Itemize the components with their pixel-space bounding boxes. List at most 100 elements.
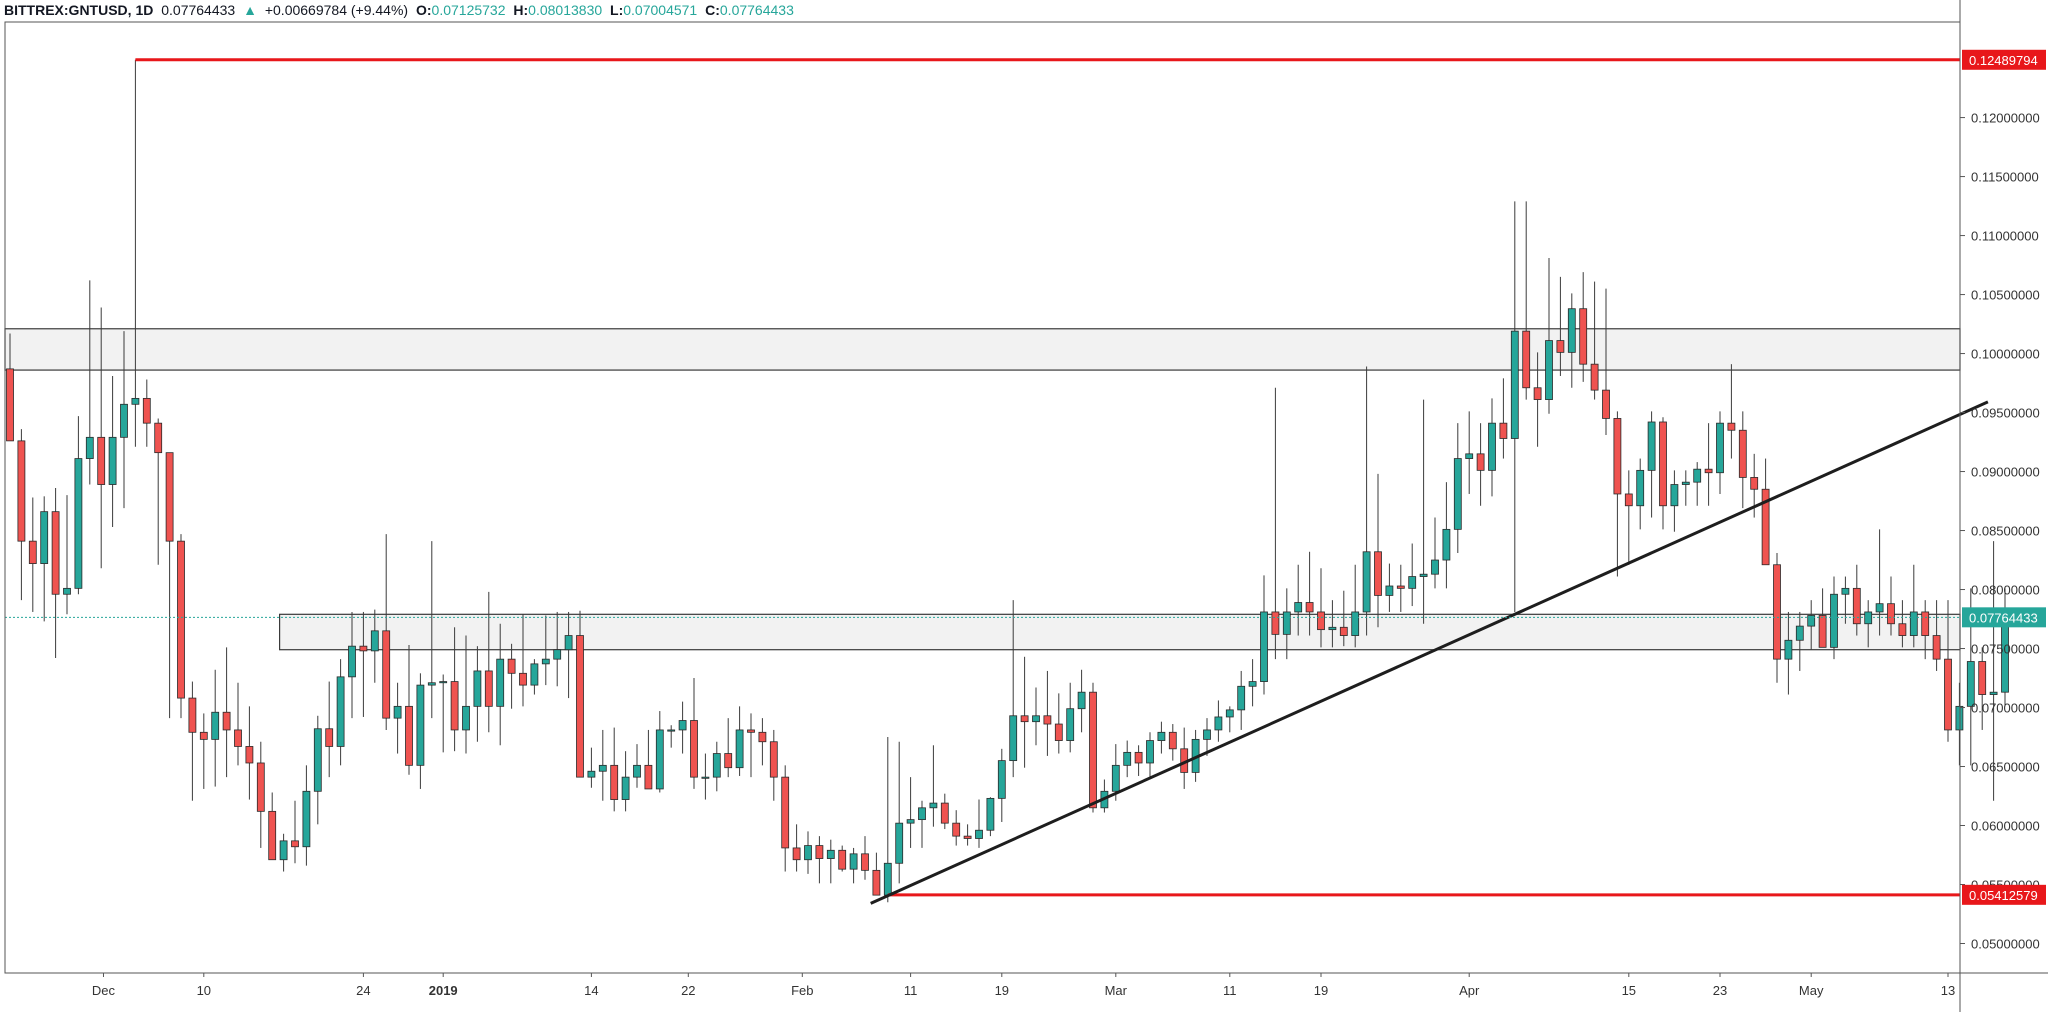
candle-body: [1830, 593, 1838, 648]
candle: [655, 711, 664, 793]
candle-body: [97, 436, 106, 485]
symbol-label: BITTREX:GNTUSD, 1D: [4, 2, 154, 18]
open-label: O:: [415, 2, 432, 18]
time-tick-label: 19: [995, 983, 1009, 998]
candle: [1510, 201, 1519, 612]
candle: [1351, 564, 1360, 648]
candle: [1670, 470, 1679, 532]
time-axis[interactable]: Dec 10 24 2019 14 22 Feb 11 19 Mar 11 19 Apr 15 23 May 1…: [92, 973, 1955, 998]
candle-body: [804, 845, 812, 861]
candle-body: [872, 869, 881, 896]
candle-body: [63, 587, 71, 595]
candle: [895, 741, 904, 884]
candle: [1841, 576, 1850, 624]
close-label: C:: [705, 2, 720, 18]
candle-body: [1032, 715, 1040, 723]
candle: [1579, 272, 1588, 382]
candle-body: [541, 658, 550, 665]
candle: [28, 497, 37, 612]
candle: [1693, 462, 1702, 506]
high-label: H:: [513, 2, 529, 18]
candle-body: [120, 403, 128, 438]
candle-body: [1624, 493, 1633, 507]
candle-body: [1237, 685, 1246, 711]
candle-body: [633, 764, 641, 778]
candle-body: [1716, 422, 1724, 474]
candle: [131, 59, 140, 447]
candle: [1647, 411, 1656, 518]
candle-body: [154, 422, 163, 454]
candle-body: [918, 807, 926, 821]
candle-body: [564, 635, 573, 651]
candle: [804, 831, 812, 874]
price-tick-label: 0.12000000: [1971, 111, 2040, 126]
candle: [40, 496, 49, 622]
candle-body: [188, 697, 197, 733]
candle-body: [507, 658, 516, 674]
time-tick-label: 15: [1622, 983, 1636, 998]
candle: [1419, 399, 1428, 624]
candle: [1134, 745, 1143, 776]
price-tick-label: 0.06500000: [1971, 760, 2040, 775]
candle: [1328, 600, 1337, 648]
candle-body: [576, 635, 584, 778]
price-change: +0.00669784 (+9.44%): [264, 2, 409, 18]
candle-body: [427, 682, 436, 686]
candle: [279, 833, 288, 872]
price-tick-label: 0.09500000: [1971, 406, 2040, 421]
candle-body: [1260, 611, 1268, 682]
candle-body: [986, 797, 995, 831]
candle-body: [325, 728, 334, 747]
candle-body: [792, 847, 801, 861]
candle: [1602, 288, 1610, 435]
candle: [1282, 588, 1291, 660]
candle-body: [268, 810, 277, 861]
candle-body: [1476, 453, 1485, 471]
candle-body: [747, 729, 755, 733]
candle-body: [1898, 623, 1907, 636]
candle-body: [1647, 421, 1656, 471]
candle: [1431, 517, 1439, 589]
candle: [1225, 706, 1234, 733]
price-tick-label: 0.09000000: [1971, 465, 2040, 480]
candle-body: [895, 822, 904, 864]
candle-body: [1111, 764, 1120, 792]
time-tick-label: 2019: [429, 983, 458, 998]
chart-frame: [4, 0, 2048, 1012]
candle: [1818, 588, 1827, 648]
candle-body: [712, 753, 721, 778]
candle-body: [621, 776, 630, 800]
candle-body: [1966, 661, 1975, 707]
time-tick-label: Apr: [1459, 983, 1480, 998]
candle: [1442, 482, 1451, 589]
candle: [336, 659, 345, 766]
candle: [724, 718, 733, 778]
time-tick-label: 24: [356, 983, 370, 998]
symbol-header: BITTREX:GNTUSD, 1D 0.07764433 ▲ +0.00669…: [4, 2, 798, 20]
candle: [325, 681, 334, 778]
candle: [1864, 600, 1873, 648]
candle: [826, 839, 835, 884]
candle: [861, 836, 869, 880]
candle-body: [826, 849, 835, 859]
candle-body: [1328, 626, 1337, 631]
candle: [530, 659, 539, 695]
candle: [439, 674, 448, 753]
candle: [1932, 600, 1941, 671]
price-axis[interactable]: 0.050000000.055000000.060000000.06500000…: [1960, 49, 2046, 952]
time-tick-label: Feb: [791, 983, 813, 998]
candle: [234, 682, 242, 766]
candle: [1921, 600, 1930, 660]
level-price-label: 0.12489794: [1969, 53, 2038, 68]
candle-body: [1887, 603, 1895, 625]
last-price-label-bg: [1962, 607, 2046, 628]
candle: [1396, 564, 1405, 612]
candle-body: [1214, 716, 1223, 731]
candle: [1955, 682, 1964, 766]
candle-body: [1841, 587, 1850, 595]
candle: [1909, 564, 1918, 648]
candle: [1248, 659, 1257, 707]
candle-body: [1864, 611, 1873, 625]
